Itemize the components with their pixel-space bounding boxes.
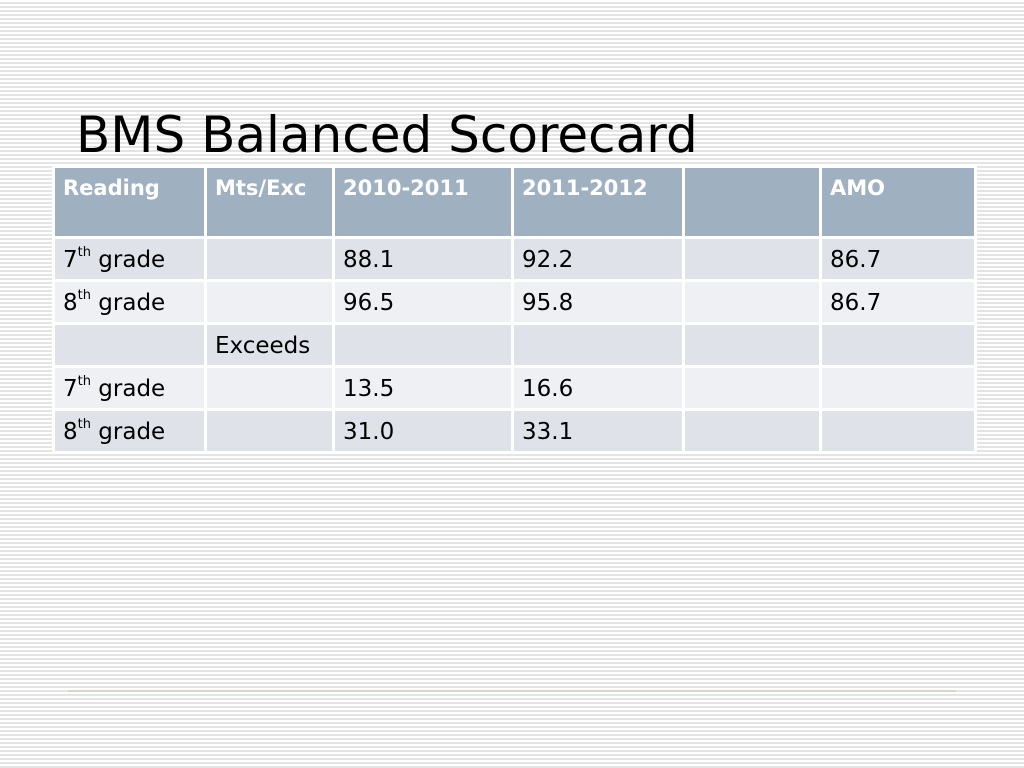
amo-value: 86.7 [819,236,977,282]
amo-value [819,365,977,411]
mts-exc-cell [204,279,335,325]
grade-word: grade [98,290,166,316]
grade-word: grade [98,376,166,402]
mts-exc-cell [204,236,335,282]
grade-cell: 7th grade [52,236,207,282]
scorecard-table: Reading Mts/Exc 2010-2011 2011-2012 AMO … [52,165,977,454]
grade-number: 7 [63,376,78,402]
grade-cell: 8th grade [52,279,207,325]
value-2011-2012: 33.1 [511,408,685,454]
value-2010-2011 [332,322,514,368]
grade-suffix: th [77,417,91,433]
value-2010-2011: 96.5 [332,279,514,325]
mts-exc-cell [204,365,335,411]
table-row: 8th grade 31.0 33.1 [52,408,977,454]
header-cell-2011-2012: 2011-2012 [511,165,685,239]
table-header-row: Reading Mts/Exc 2010-2011 2011-2012 AMO [52,165,977,239]
value-2011-2012: 95.8 [511,279,685,325]
grade-cell: 8th grade [52,408,207,454]
value-2011-2012: 16.6 [511,365,685,411]
amo-value [819,322,977,368]
empty-cell [682,408,822,454]
empty-cell [682,365,822,411]
value-2011-2012: 92.2 [511,236,685,282]
grade-suffix: th [77,288,91,304]
table-row: 7th grade 13.5 16.6 [52,365,977,411]
amo-value [819,408,977,454]
grade-suffix: th [77,245,91,261]
grade-cell: 7th grade [52,365,207,411]
grade-word: grade [98,419,166,445]
header-cell-2010-2011: 2010-2011 [332,165,514,239]
amo-value: 86.7 [819,279,977,325]
grade-cell [52,322,207,368]
value-2010-2011: 31.0 [332,408,514,454]
grade-number: 7 [63,247,78,273]
footer-divider [68,690,956,692]
grade-number: 8 [63,290,78,316]
empty-cell [682,236,822,282]
grade-number: 8 [63,419,78,445]
table-row: 8th grade 96.5 95.8 86.7 [52,279,977,325]
mts-exc-cell: Exceeds [204,322,335,368]
value-2011-2012 [511,322,685,368]
slide-title: BMS Balanced Scorecard [76,106,698,164]
empty-cell [682,322,822,368]
header-cell-mts-exc: Mts/Exc [204,165,335,239]
table-row: Exceeds [52,322,977,368]
mts-exc-cell [204,408,335,454]
grade-suffix: th [77,374,91,390]
empty-cell [682,279,822,325]
grade-word: grade [98,247,166,273]
value-2010-2011: 13.5 [332,365,514,411]
header-cell-amo: AMO [819,165,977,239]
table-row: 7th grade 88.1 92.2 86.7 [52,236,977,282]
header-cell-empty [682,165,822,239]
header-cell-reading: Reading [52,165,207,239]
value-2010-2011: 88.1 [332,236,514,282]
